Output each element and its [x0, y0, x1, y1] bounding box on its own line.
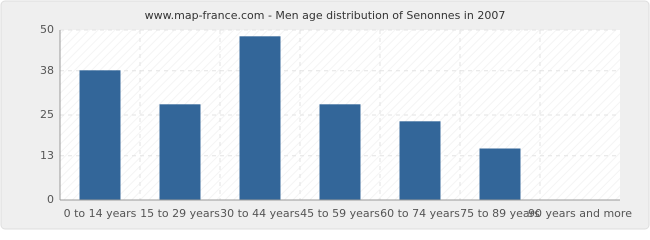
y-tick-label: 50 — [40, 23, 54, 36]
x-tick-label: 45 to 59 years — [300, 207, 380, 220]
bar — [79, 70, 121, 201]
x-tick-label: 30 to 44 years — [220, 207, 300, 220]
y-tick-label: 13 — [40, 149, 54, 162]
x-tick-label: 60 to 74 years — [380, 207, 460, 220]
chart: www.map-france.com - Men age distributio… — [0, 0, 650, 230]
bar — [319, 104, 361, 201]
bar — [399, 121, 441, 201]
x-tick-label: 15 to 29 years — [140, 207, 220, 220]
bar — [479, 148, 521, 201]
bar — [159, 104, 201, 201]
x-tick-label: 75 to 89 years — [460, 207, 540, 220]
x-tick-label: 0 to 14 years — [64, 207, 137, 220]
chart-title: www.map-france.com - Men age distributio… — [145, 9, 506, 22]
y-tick-label: 0 — [47, 193, 54, 206]
bar — [239, 36, 281, 201]
y-tick-label: 25 — [40, 108, 54, 121]
y-tick-label: 38 — [40, 64, 54, 77]
x-tick-label: 90 years and more — [528, 207, 632, 220]
